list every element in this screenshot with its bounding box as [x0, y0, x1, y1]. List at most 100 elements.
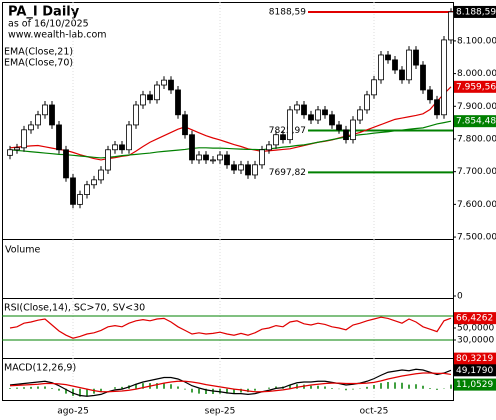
candle-body — [14, 147, 20, 151]
candle-body — [140, 94, 146, 106]
histogram-bar — [170, 384, 172, 389]
candle-body — [35, 114, 41, 126]
candle-body — [245, 164, 251, 176]
histogram-bar — [163, 383, 165, 389]
candle-body — [413, 49, 419, 66]
histogram-bar — [44, 386, 46, 389]
value-label-box — [454, 378, 496, 391]
histogram-bar — [275, 386, 277, 389]
source: www.wealth-lab.com — [8, 30, 107, 41]
candle-body — [105, 149, 111, 171]
histogram-bar — [233, 388, 235, 394]
histogram-bar — [289, 385, 291, 389]
chart-title: PA_I Daily — [8, 5, 80, 20]
histogram-bar — [422, 385, 424, 389]
histogram-bar — [37, 386, 39, 389]
pane-title: Volume — [5, 245, 40, 256]
candle-body — [28, 124, 34, 131]
level-label: 8188,59 — [269, 7, 306, 17]
value-label: 7.959,568 — [456, 82, 496, 92]
histogram-bar — [114, 387, 116, 389]
histogram-bar — [296, 384, 298, 389]
candle-body — [91, 179, 97, 186]
candle-body — [238, 164, 244, 171]
histogram-bar — [72, 388, 74, 396]
histogram-bar — [121, 386, 123, 389]
y-tick-label: 8.100.000 — [457, 36, 496, 46]
value-label-box — [454, 312, 496, 325]
histogram-bar — [156, 383, 158, 389]
y-tick-label: 7.800.000 — [457, 134, 496, 144]
histogram-bar — [366, 386, 368, 389]
candle-body — [203, 154, 209, 161]
candle-body — [126, 124, 132, 151]
histogram-bar — [65, 388, 67, 394]
histogram-bar — [429, 388, 431, 389]
candle-body — [434, 99, 440, 116]
histogram-bar — [394, 382, 396, 389]
legend-entry: EMA(Close,21) — [4, 47, 73, 58]
candle-body — [441, 39, 447, 116]
y-tick-label: 7.900.000 — [457, 102, 496, 112]
histogram-bar — [450, 384, 452, 389]
histogram-bar — [58, 388, 60, 391]
candle-body — [147, 94, 153, 101]
subtitle: as of 16/10/2025 — [8, 19, 89, 30]
value-label: 49,1790 — [456, 366, 493, 376]
candle-body — [371, 79, 377, 96]
candle-body — [343, 129, 349, 141]
candle-body — [21, 129, 27, 149]
candle-body — [175, 89, 181, 116]
candle-body — [189, 134, 195, 161]
candle-body — [77, 194, 83, 205]
histogram-bar — [191, 388, 193, 393]
candle-body — [385, 54, 391, 61]
value-label: 8.188,590 — [456, 7, 496, 17]
value-label: 80,3219 — [456, 354, 493, 364]
y-tick-label: 8.000.000 — [457, 69, 496, 79]
histogram-bar — [380, 383, 382, 389]
ema-line — [9, 86, 452, 161]
candle-body — [112, 144, 118, 151]
histogram-bar — [268, 387, 270, 389]
candle-body — [336, 124, 342, 131]
macd-pane — [2, 358, 454, 401]
candle-body — [231, 164, 237, 171]
macd-line — [9, 368, 452, 397]
candle-body — [63, 149, 69, 179]
candle-body — [399, 69, 405, 81]
histogram-bar — [79, 388, 81, 397]
histogram-bar — [16, 387, 18, 389]
candle-body — [217, 154, 223, 161]
x-tick-label: sep-25 — [205, 407, 236, 417]
candle-body — [119, 144, 125, 151]
candle-body — [7, 149, 13, 156]
histogram-bar — [317, 385, 319, 389]
histogram-bar — [135, 383, 137, 389]
histogram-bar — [310, 385, 312, 389]
candle-body — [273, 134, 279, 146]
value-label-box — [454, 80, 496, 93]
value-label: 66,4262 — [456, 314, 493, 324]
x-tick-label: oct-25 — [360, 407, 389, 417]
histogram-bar — [415, 384, 417, 389]
histogram-bar — [352, 388, 354, 390]
histogram-bar — [401, 382, 403, 389]
candle-body — [49, 104, 55, 126]
legend-entry: EMA(Close,70) — [4, 58, 73, 69]
x-tick-label: ago-25 — [57, 407, 89, 417]
histogram-bar — [30, 386, 32, 389]
candle-body — [308, 114, 314, 121]
y-tick-label: 7.600.000 — [457, 200, 496, 210]
candle-body — [98, 169, 104, 181]
candle-body — [42, 104, 48, 116]
candle-body — [154, 84, 160, 101]
candle-body — [182, 114, 188, 136]
histogram-bar — [345, 388, 347, 391]
value-label-box — [454, 352, 496, 365]
histogram-bar — [100, 388, 102, 392]
histogram-bar — [408, 384, 410, 389]
candle-body — [168, 79, 174, 91]
